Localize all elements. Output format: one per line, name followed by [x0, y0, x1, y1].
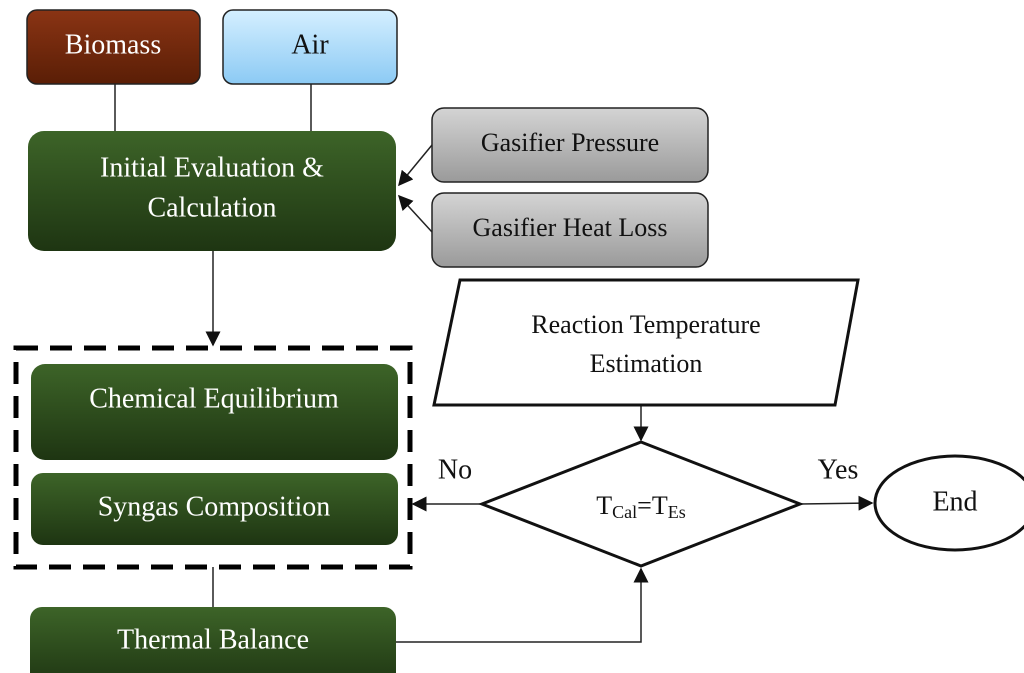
node-label: Chemical Equilibrium: [89, 383, 339, 414]
node-label: Air: [291, 29, 329, 60]
equilibrium-node: Chemical Equilibrium: [31, 364, 398, 460]
syngas-node: Syngas Composition: [31, 473, 398, 545]
node-label: Gasifier Heat Loss: [473, 213, 668, 242]
node-label: Estimation: [590, 349, 703, 378]
end-node: End: [873, 454, 1024, 552]
air-node: Air: [222, 9, 398, 85]
edge-label: Yes: [818, 454, 859, 485]
estimation-node: Reaction Temperature Estimation: [432, 278, 860, 407]
thermal-node: Thermal Balance: [30, 607, 396, 673]
node-label: Initial Evaluation &: [100, 152, 324, 183]
initial-node: Initial Evaluation & Calculation: [28, 131, 396, 251]
edge-label: No: [438, 454, 472, 485]
node-label: Gasifier Pressure: [481, 128, 659, 157]
connectors: [114, 84, 874, 643]
node-label: Syngas Composition: [98, 491, 331, 522]
node-label: Biomass: [65, 29, 161, 60]
decision-node: TCal=TEs: [477, 440, 805, 568]
heat-loss-node: Gasifier Heat Loss: [431, 192, 709, 268]
pressure-node: Gasifier Pressure: [431, 107, 709, 183]
node-label: Reaction Temperature: [531, 310, 760, 339]
node-label: Thermal Balance: [117, 624, 309, 655]
node-label: TCal=TEs: [596, 491, 685, 522]
biomass-node: Biomass: [26, 9, 201, 85]
node-label: End: [932, 486, 977, 517]
node-label: Calculation: [147, 192, 276, 223]
